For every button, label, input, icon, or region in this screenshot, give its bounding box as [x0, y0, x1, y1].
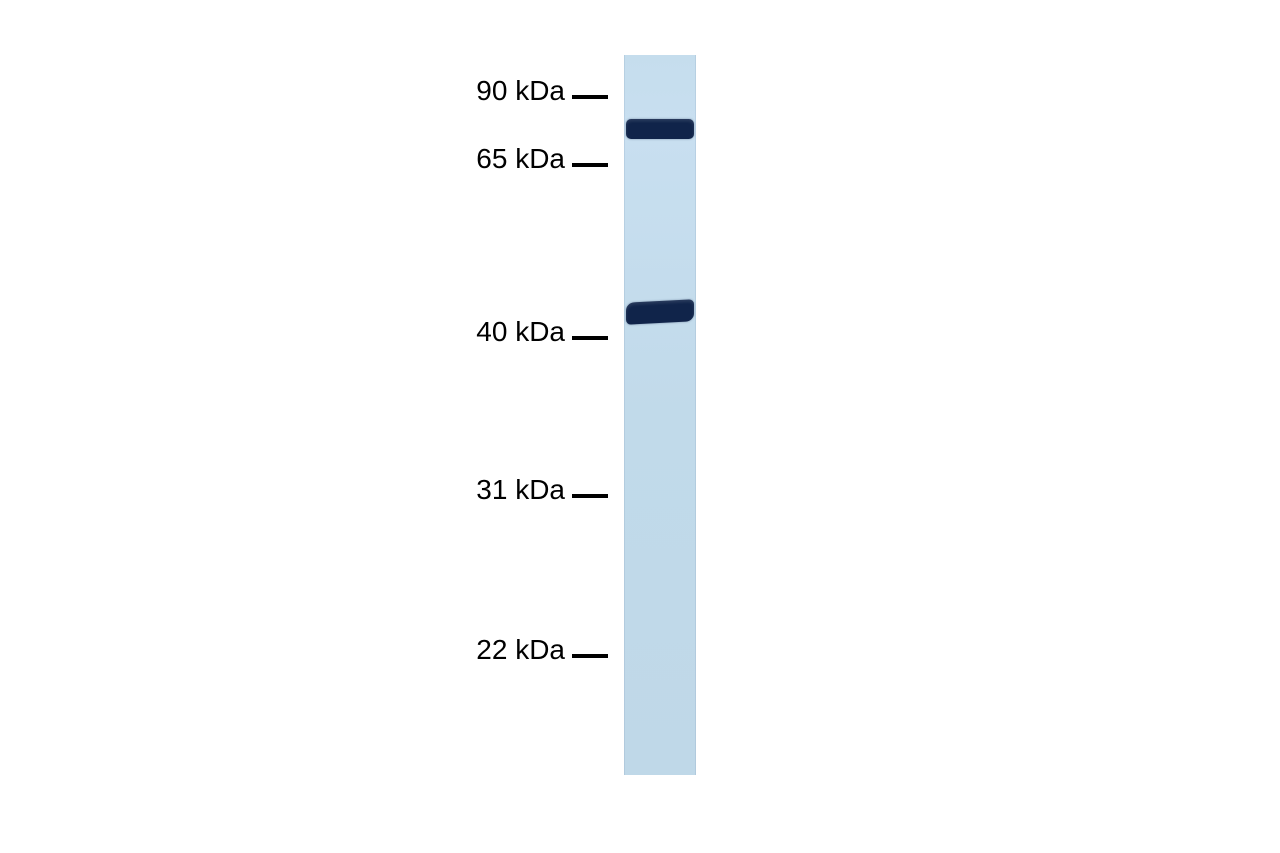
blot-band	[626, 119, 694, 139]
marker-label: 22 kDa	[476, 634, 565, 666]
marker-label: 90 kDa	[476, 75, 565, 107]
marker-label: 31 kDa	[476, 474, 565, 506]
marker-tick	[572, 494, 608, 498]
blot-band	[626, 299, 694, 325]
marker-tick	[572, 654, 608, 658]
marker-label: 40 kDa	[476, 316, 565, 348]
marker-label: 65 kDa	[476, 143, 565, 175]
marker-tick	[572, 95, 608, 99]
marker-tick	[572, 336, 608, 340]
blot-lane	[624, 55, 696, 775]
blot-container: 90 kDa 65 kDa 40 kDa 31 kDa 22 kDa	[0, 0, 1280, 853]
marker-tick	[572, 163, 608, 167]
